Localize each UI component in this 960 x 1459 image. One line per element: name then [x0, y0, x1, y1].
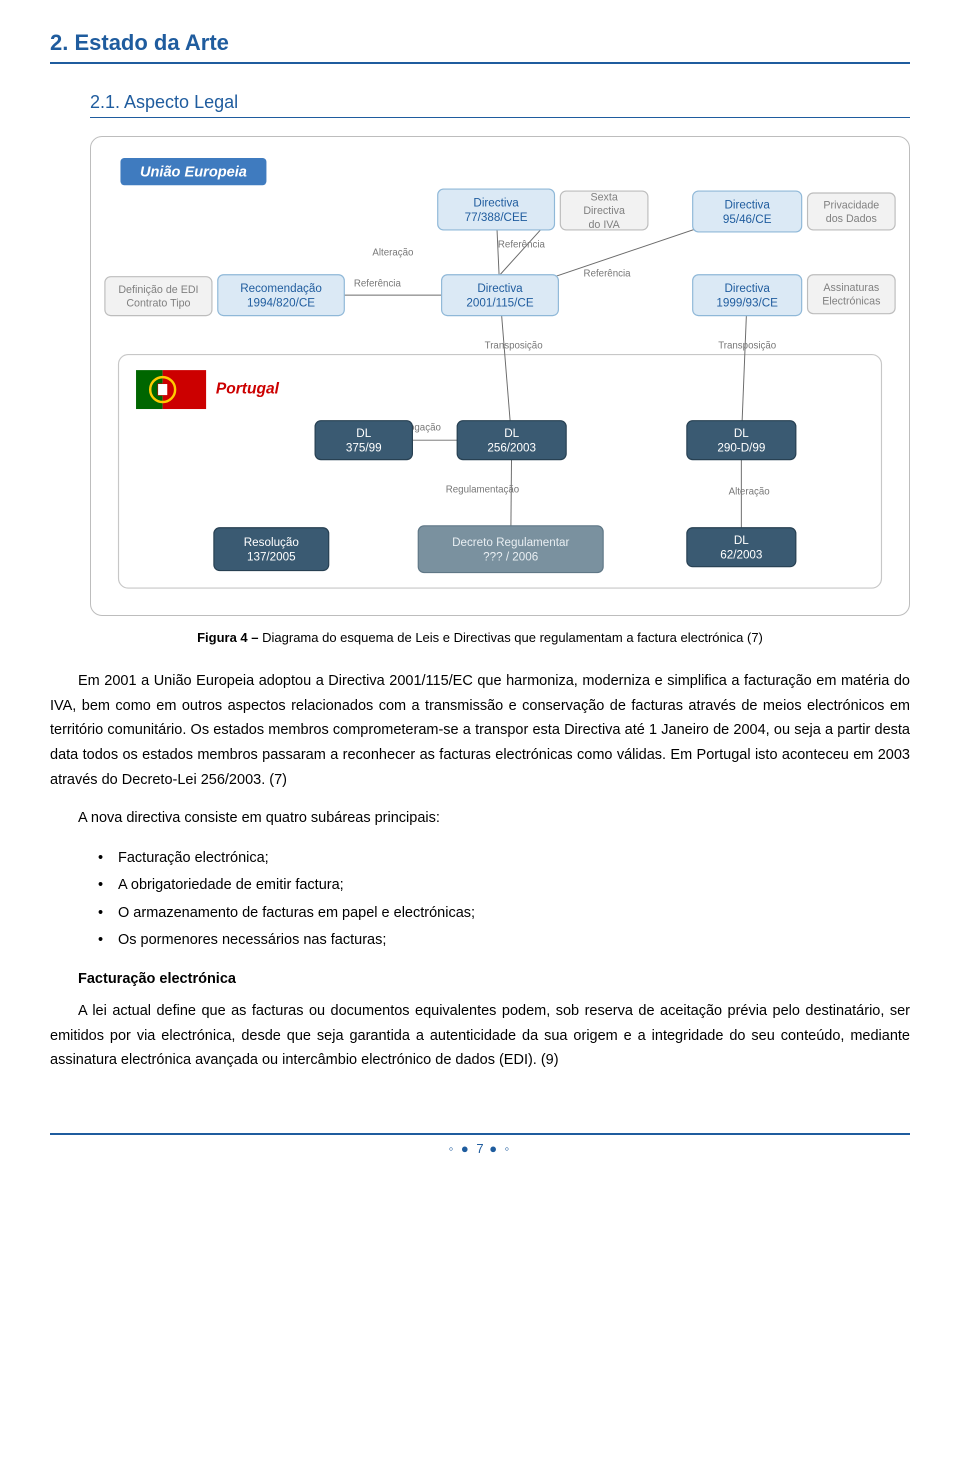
- paragraph-3: A lei actual define que as facturas ou d…: [50, 999, 910, 1073]
- svg-text:137/2005: 137/2005: [247, 551, 296, 564]
- svg-text:Transposição: Transposição: [485, 341, 543, 352]
- svg-text:DL: DL: [356, 427, 371, 440]
- page-number: 7: [476, 1141, 483, 1156]
- figure-caption: Figura 4 – Diagrama do esquema de Leis e…: [50, 630, 910, 645]
- svg-text:Assinaturas: Assinaturas: [823, 282, 879, 294]
- svg-text:1994/820/CE: 1994/820/CE: [247, 297, 315, 310]
- svg-text:Portugal: Portugal: [216, 380, 280, 397]
- svg-text:Transposição: Transposição: [718, 341, 776, 352]
- caption-text: Diagrama do esquema de Leis e Directivas…: [262, 630, 763, 645]
- svg-text:375/99: 375/99: [346, 442, 382, 455]
- svg-text:DL: DL: [734, 534, 749, 547]
- svg-text:DL: DL: [734, 427, 749, 440]
- svg-text:Sexta: Sexta: [590, 192, 617, 204]
- svg-text:do IVA: do IVA: [588, 219, 620, 231]
- list-item: A obrigatoriedade de emitir factura;: [118, 872, 910, 900]
- paragraph-1: Em 2001 a União Europeia adoptou a Direc…: [50, 669, 910, 792]
- svg-text:Contrato Tipo: Contrato Tipo: [126, 298, 190, 310]
- subheading: Facturação electrónica: [78, 971, 910, 987]
- svg-text:Privacidade: Privacidade: [823, 199, 879, 211]
- svg-text:??? / 2006: ??? / 2006: [483, 551, 538, 564]
- svg-text:Alteração: Alteração: [372, 247, 413, 258]
- svg-text:Definição de EDI: Definição de EDI: [118, 284, 198, 296]
- caption-lead: Figura 4 –: [197, 630, 262, 645]
- svg-text:União Europeia: União Europeia: [140, 164, 247, 180]
- footer-sep: ◦ ●: [449, 1141, 477, 1156]
- svg-text:DL: DL: [504, 427, 519, 440]
- svg-text:Directiva: Directiva: [725, 198, 771, 211]
- diagram-svg: Alteração Referência Referência Referência T…: [101, 147, 899, 601]
- svg-text:77/388/CEE: 77/388/CEE: [465, 211, 528, 224]
- svg-text:290-D/99: 290-D/99: [717, 442, 765, 455]
- paragraph-2: A nova directiva consiste em quatro subá…: [50, 806, 910, 831]
- svg-text:Directiva: Directiva: [725, 282, 771, 295]
- section-title: 2.1. Aspecto Legal: [90, 92, 910, 118]
- svg-text:1999/93/CE: 1999/93/CE: [716, 297, 778, 310]
- svg-text:62/2003: 62/2003: [720, 549, 762, 562]
- svg-text:dos Dados: dos Dados: [826, 213, 877, 225]
- page-footer: ◦ ● 7 ● ◦: [50, 1133, 910, 1156]
- page-title: 2. Estado da Arte: [50, 30, 910, 64]
- svg-text:Referência: Referência: [584, 269, 632, 280]
- svg-text:Regulamentação: Regulamentação: [446, 485, 519, 496]
- svg-text:Referência: Referência: [354, 278, 402, 289]
- svg-text:Alteração: Alteração: [729, 487, 770, 498]
- svg-text:Recomendação: Recomendação: [240, 282, 322, 295]
- list-item: Facturação electrónica;: [118, 845, 910, 873]
- svg-text:256/2003: 256/2003: [487, 442, 536, 455]
- svg-text:95/46/CE: 95/46/CE: [723, 213, 772, 226]
- list-item: Os pormenores necessários nas facturas;: [118, 927, 910, 955]
- svg-text:Decreto Regulamentar: Decreto Regulamentar: [452, 536, 569, 549]
- diagram-panel: Alteração Referência Referência Referência T…: [90, 136, 910, 616]
- svg-text:Directiva: Directiva: [473, 196, 519, 209]
- svg-text:Resolução: Resolução: [244, 536, 299, 549]
- list-item: O armazenamento de facturas em papel e e…: [118, 900, 910, 928]
- bullet-list: Facturação electrónica; A obrigatoriedad…: [118, 845, 910, 955]
- footer-sep: ● ◦: [484, 1141, 512, 1156]
- svg-text:Directiva: Directiva: [583, 205, 625, 217]
- svg-text:Directiva: Directiva: [477, 282, 523, 295]
- svg-text:Referência: Referência: [498, 239, 546, 250]
- svg-text:Electrónicas: Electrónicas: [822, 296, 880, 308]
- svg-text:2001/115/CE: 2001/115/CE: [466, 297, 533, 310]
